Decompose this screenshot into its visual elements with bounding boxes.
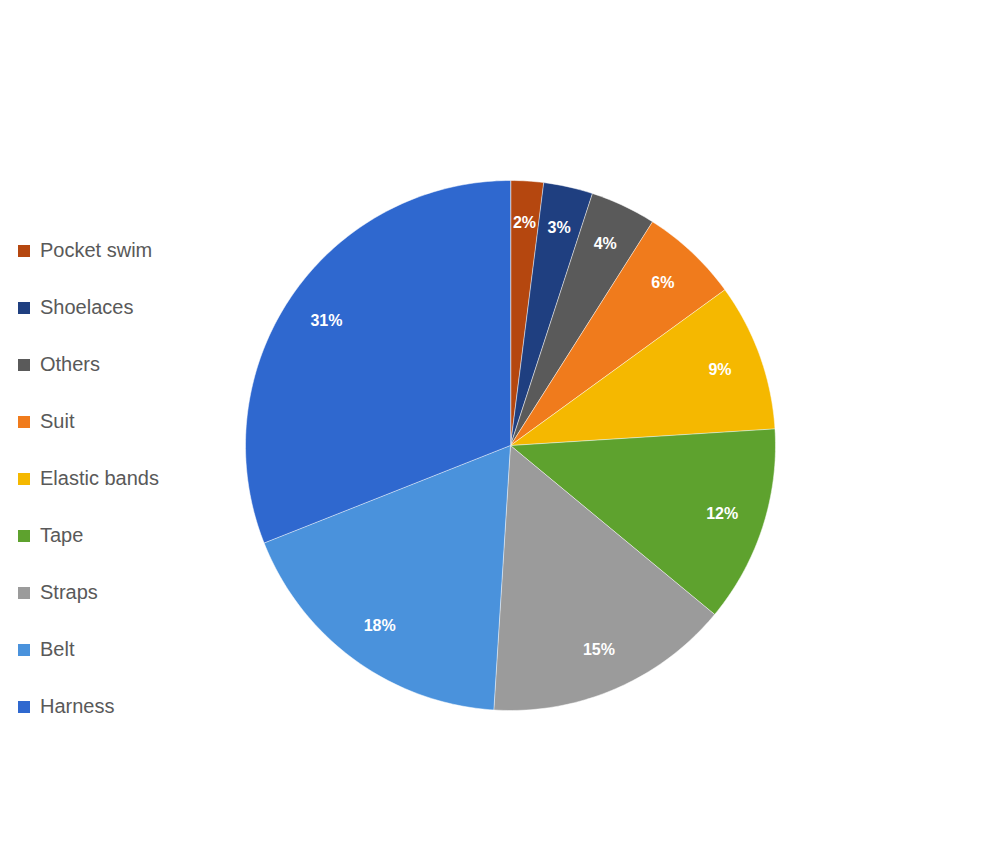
- html-text:Belt: Belt: [40, 638, 75, 660]
- svg-text:31%: 31%: [310, 312, 342, 329]
- svg-text:4%: 4%: [594, 235, 617, 252]
- html-text:Tape: Tape: [40, 524, 84, 546]
- html-text:Shoelaces: Shoelaces: [40, 296, 134, 318]
- svg-text:3%: 3%: [547, 219, 570, 236]
- html-text:Harness: Harness: [40, 695, 115, 717]
- svg-text:12%: 12%: [706, 505, 738, 522]
- svg-text:6%: 6%: [651, 274, 674, 291]
- svg-text:2%: 2%: [513, 214, 536, 231]
- svg-text:9%: 9%: [708, 361, 731, 378]
- html-text:Pocket swim: Pocket swim: [40, 239, 153, 261]
- svg-text:18%: 18%: [364, 617, 396, 634]
- html-text:Others: Others: [40, 353, 100, 375]
- html-text:Straps: Straps: [40, 581, 98, 603]
- html-text:Suit: Suit: [40, 410, 75, 432]
- svg-text:15%: 15%: [583, 641, 615, 658]
- html-text:Elastic bands: Elastic bands: [40, 467, 159, 489]
